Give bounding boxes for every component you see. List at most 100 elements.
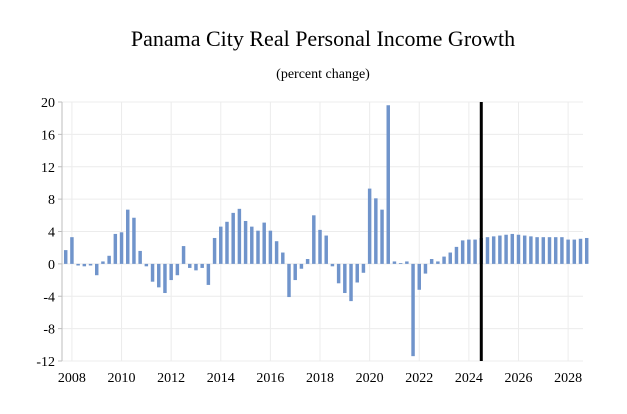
bar bbox=[529, 236, 533, 264]
bar bbox=[398, 263, 403, 264]
bar bbox=[343, 263, 347, 294]
bar bbox=[386, 105, 390, 264]
bar bbox=[119, 232, 124, 264]
bar bbox=[293, 263, 297, 281]
bar bbox=[355, 263, 359, 283]
bar bbox=[138, 250, 142, 264]
bar bbox=[429, 259, 434, 264]
bar bbox=[175, 263, 180, 276]
bar bbox=[535, 237, 539, 264]
bar bbox=[262, 222, 266, 264]
bar bbox=[442, 256, 446, 264]
chart-subtitle: (percent change) bbox=[276, 67, 370, 82]
bar bbox=[467, 239, 471, 264]
bar bbox=[76, 263, 80, 266]
x-tick-label: 2022 bbox=[405, 371, 433, 386]
bar bbox=[436, 261, 440, 264]
bar bbox=[82, 263, 87, 267]
bar bbox=[312, 215, 316, 264]
bar bbox=[584, 237, 589, 264]
bar bbox=[417, 263, 421, 290]
x-tick-label: 2024 bbox=[455, 371, 483, 386]
bar bbox=[510, 233, 515, 264]
bar bbox=[150, 263, 155, 282]
bar bbox=[336, 263, 341, 284]
y-tick-label: 12 bbox=[41, 161, 55, 176]
bar bbox=[547, 237, 552, 264]
bar bbox=[392, 261, 397, 264]
x-tick-labels: 2008 2010 2012 2014 2016 2018 2020 2022 2024 2026… bbox=[58, 371, 582, 386]
bar bbox=[553, 237, 558, 264]
bar bbox=[324, 235, 328, 264]
bar bbox=[243, 220, 248, 264]
bar bbox=[188, 263, 192, 268]
x-tick-label: 2028 bbox=[554, 371, 582, 386]
bar bbox=[498, 235, 502, 264]
bar bbox=[113, 233, 118, 264]
bar bbox=[219, 226, 223, 264]
x-tick-label: 2018 bbox=[306, 371, 334, 386]
bar bbox=[163, 263, 167, 294]
bar bbox=[126, 209, 130, 264]
bar bbox=[212, 237, 217, 264]
x-tick-label: 2008 bbox=[58, 371, 86, 386]
bar bbox=[231, 212, 235, 264]
bar bbox=[144, 263, 149, 267]
y-tick-label: 16 bbox=[41, 128, 55, 143]
bar bbox=[491, 236, 496, 264]
bar bbox=[566, 239, 570, 264]
bar bbox=[485, 237, 490, 264]
bar bbox=[423, 263, 428, 274]
y-tick-labels: 20 16 12 8 4 0 -4 -8 -12 bbox=[36, 96, 55, 370]
bar bbox=[107, 255, 111, 264]
bar bbox=[318, 229, 322, 264]
x-tick-label: 2016 bbox=[256, 371, 284, 386]
bar bbox=[101, 261, 105, 264]
bar bbox=[405, 261, 409, 264]
bar bbox=[578, 238, 583, 264]
bar bbox=[250, 226, 254, 264]
bar bbox=[63, 250, 68, 264]
bar bbox=[504, 234, 508, 264]
bar bbox=[157, 263, 161, 288]
y-tick-label: 4 bbox=[48, 226, 55, 241]
y-tick-label: -8 bbox=[43, 323, 55, 338]
bar bbox=[287, 263, 291, 298]
bar bbox=[560, 237, 564, 264]
chart-title: Panama City Real Personal Income Growth bbox=[131, 26, 515, 51]
bar bbox=[88, 263, 93, 266]
y-tick-label: 0 bbox=[48, 258, 55, 273]
bar-series bbox=[63, 105, 589, 357]
bar bbox=[181, 246, 186, 264]
bar bbox=[268, 230, 273, 264]
bar bbox=[411, 263, 415, 357]
bar bbox=[374, 198, 378, 264]
bar bbox=[516, 234, 521, 264]
bar bbox=[225, 221, 229, 264]
x-tick-label: 2010 bbox=[108, 371, 136, 386]
gridlines bbox=[62, 101, 583, 362]
bar bbox=[194, 263, 198, 271]
bar bbox=[330, 263, 335, 267]
y-tick-label: -4 bbox=[43, 290, 55, 305]
bar bbox=[299, 263, 304, 269]
bar bbox=[349, 263, 353, 302]
y-tick-label: 20 bbox=[41, 96, 55, 111]
bar bbox=[473, 239, 477, 264]
x-tick-label: 2014 bbox=[207, 371, 235, 386]
bar bbox=[361, 263, 366, 273]
bar bbox=[237, 208, 242, 264]
bar bbox=[206, 263, 211, 285]
axes bbox=[58, 101, 63, 362]
bar bbox=[454, 246, 459, 264]
bar bbox=[380, 209, 384, 264]
bar bbox=[132, 217, 136, 264]
bar bbox=[305, 259, 310, 264]
bar bbox=[448, 252, 452, 264]
bar bbox=[274, 241, 279, 264]
bar bbox=[169, 263, 173, 281]
bar bbox=[460, 240, 465, 264]
x-tick-label: 2026 bbox=[504, 371, 532, 386]
bar bbox=[95, 263, 99, 276]
